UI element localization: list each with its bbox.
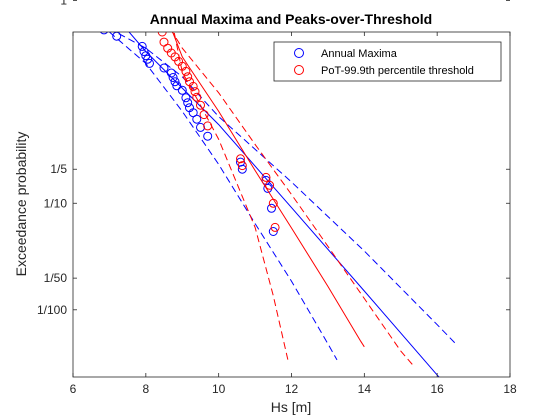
x-tick-label-1: 8 — [142, 382, 149, 396]
x-tick-label-3: 12 — [285, 382, 299, 396]
legend-marker-annual-maxima — [294, 48, 304, 58]
data-point-0-12 — [177, 85, 187, 95]
y-tick-label-1: 1/5 — [50, 162, 67, 176]
x-axis-label: Hs [m] — [271, 399, 311, 415]
data-point-0-21 — [237, 164, 247, 174]
y-axis-label: Exceedance probability — [13, 132, 29, 277]
data-point-0-14 — [183, 98, 193, 108]
ci-upper-line-0 — [114, 32, 458, 346]
data-point-1-21 — [270, 222, 280, 232]
chart-title: Annual Maxima and Peaks-over-Threshold — [150, 11, 432, 27]
x-tick-label-0: 6 — [70, 382, 77, 396]
data-point-1-11 — [190, 87, 200, 97]
data-point-0-11 — [172, 81, 182, 91]
data-point-0-3 — [139, 47, 149, 56]
legend: Annual Maxima PoT-99.9th percentile thre… — [273, 41, 502, 82]
data-point-1-12 — [192, 92, 202, 102]
ci-upper-line-1 — [171, 32, 414, 367]
data-point-1-8 — [183, 72, 193, 82]
data-point-0-10 — [170, 77, 180, 87]
data-point-0-5 — [143, 54, 153, 64]
legend-label-annual-maxima: Annual Maxima — [321, 48, 398, 60]
x-tick-label-4: 14 — [358, 382, 372, 396]
data-point-0-0 — [100, 32, 108, 35]
data-point-0-9 — [168, 73, 178, 82]
x-tick-label-2: 10 — [212, 382, 226, 396]
data-point-1-13 — [196, 100, 205, 110]
y-tick-label-3: 1/50 — [44, 271, 68, 285]
legend-box — [273, 41, 502, 82]
data-point-0-8 — [166, 68, 176, 78]
plot-area — [73, 32, 510, 377]
data-point-1-16 — [236, 154, 245, 164]
data-point-1-7 — [181, 66, 191, 76]
data-point-1-19 — [265, 180, 275, 190]
data-point-0-2 — [137, 41, 147, 51]
data-point-1-18 — [261, 172, 271, 182]
ci-lower-line-0 — [109, 32, 338, 361]
data-point-0-19 — [203, 131, 213, 141]
legend-label-pot: PoT-99.9th percentile threshold — [321, 65, 474, 77]
x-tick-label-5: 16 — [430, 382, 444, 396]
data-point-0-24 — [267, 203, 276, 213]
data-point-0-17 — [192, 114, 202, 124]
x-tick-label-6: 18 — [503, 382, 517, 396]
data-point-1-10 — [188, 81, 198, 91]
data-point-1-0 — [157, 32, 167, 37]
data-point-0-7 — [159, 63, 169, 73]
data-point-0-13 — [181, 93, 191, 103]
ci-lower-line-1 — [173, 32, 289, 361]
legend-marker-pot — [294, 65, 304, 75]
data-point-0-18 — [196, 122, 205, 132]
y-tick-label-0: 1 — [60, 0, 67, 8]
axes-layer: 6 8 10 12 14 16 18 1 1/5 1/10 1/50 1/100 — [37, 0, 517, 396]
data-point-1-15 — [203, 121, 213, 131]
data-point-1-20 — [268, 198, 278, 208]
data-point-1-17 — [237, 161, 247, 171]
data-point-0-25 — [268, 227, 278, 236]
data-point-0-6 — [145, 58, 154, 68]
series-1 — [157, 32, 414, 367]
data-point-1-14 — [199, 110, 209, 120]
y-tick-label-2: 1/10 — [44, 196, 68, 210]
y-tick-label-4: 1/100 — [37, 303, 67, 317]
